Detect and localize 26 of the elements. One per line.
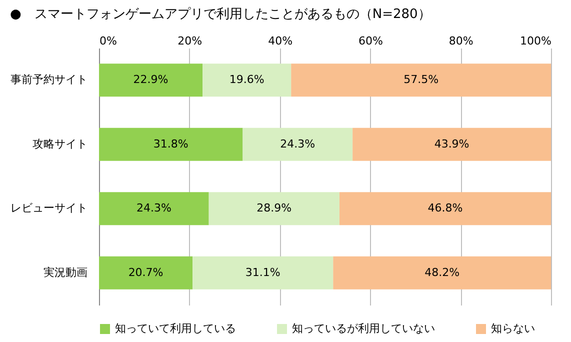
- y-tick-label: レビューサイト: [10, 202, 88, 215]
- x-tick-label: 40%: [268, 34, 293, 48]
- data-label: 28.9%: [256, 202, 292, 215]
- data-label: 20.7%: [128, 266, 164, 279]
- legend-label: 知っているが利用していない: [292, 322, 435, 335]
- y-tick-label: 事前予約サイト: [10, 73, 88, 86]
- data-label: 31.8%: [153, 137, 188, 150]
- chart-title: ● スマートフォンゲームアプリで利用したことがあるもの（N=280）: [10, 7, 431, 22]
- data-label: 22.9%: [133, 73, 168, 86]
- legend-label: 知らない: [491, 322, 535, 335]
- data-label: 43.9%: [434, 137, 470, 150]
- data-label: 19.6%: [229, 73, 264, 86]
- y-tick-label: 実況動画: [44, 266, 88, 279]
- data-label: 48.2%: [424, 266, 460, 279]
- y-tick-label: 攻略サイト: [32, 137, 88, 150]
- x-tick-label: 100%: [520, 34, 552, 48]
- x-tick-label: 80%: [448, 34, 474, 48]
- data-label: 57.5%: [404, 73, 439, 86]
- data-label: 24.3%: [136, 202, 172, 215]
- x-tick-label: 0%: [100, 34, 117, 48]
- legend-label: 知っていて利用している: [115, 322, 236, 335]
- x-tick-label: 60%: [358, 34, 383, 48]
- data-label: 46.8%: [428, 202, 463, 215]
- data-label: 31.1%: [245, 266, 280, 279]
- data-label: 24.3%: [280, 137, 316, 150]
- x-tick-label: 20%: [178, 34, 202, 48]
